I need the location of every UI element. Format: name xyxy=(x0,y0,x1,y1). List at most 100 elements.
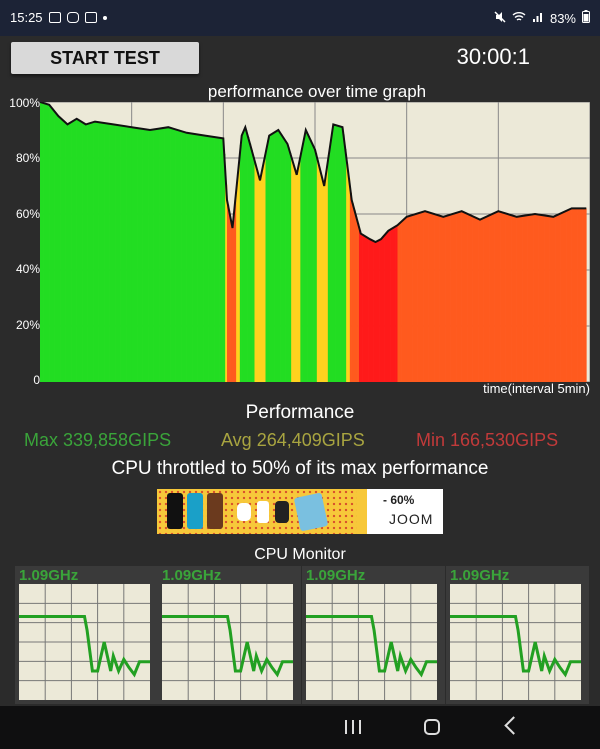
battery-icon xyxy=(582,10,590,26)
performance-bar xyxy=(252,156,255,382)
perf-min: Min 166,530GIPS xyxy=(416,430,559,450)
ad-product-image xyxy=(167,493,183,529)
performance-bar xyxy=(371,240,374,382)
performance-bar xyxy=(386,231,389,382)
performance-bar xyxy=(60,118,63,382)
start-test-button[interactable]: START TEST xyxy=(11,42,199,74)
ad-product-image xyxy=(207,493,223,529)
performance-bar xyxy=(399,222,402,382)
performance-bar xyxy=(547,216,550,382)
performance-bar xyxy=(256,170,259,382)
cpu-core-panel: 1.09GHz xyxy=(446,566,589,704)
performance-bar xyxy=(557,214,560,382)
performance-bar xyxy=(408,215,411,382)
ad-banner[interactable]: - 60% JOOM xyxy=(157,489,443,534)
performance-bar xyxy=(456,212,459,382)
performance-bar xyxy=(164,127,167,382)
ytick-label: 100% xyxy=(9,96,40,110)
performance-bar xyxy=(507,214,510,382)
cpu-core-panel: 1.09GHz xyxy=(158,566,301,704)
performance-bar xyxy=(69,122,72,382)
performance-bar xyxy=(437,215,440,382)
performance-bar xyxy=(65,123,68,382)
performance-bar xyxy=(463,212,466,382)
performance-bar xyxy=(551,216,554,382)
performance-bar xyxy=(555,215,558,382)
performance-bar xyxy=(469,214,472,382)
performance-bar xyxy=(397,224,400,382)
performance-bar xyxy=(324,179,327,382)
performance-bar xyxy=(577,208,580,382)
performance-bar xyxy=(327,155,330,382)
performance-bar xyxy=(305,131,308,382)
performance-bar xyxy=(349,192,352,382)
ad-product-image xyxy=(275,501,289,523)
mute-icon xyxy=(494,10,506,26)
performance-bar xyxy=(476,218,479,382)
cpu-graph xyxy=(162,584,293,700)
performance-bar xyxy=(247,137,250,382)
performance-bar xyxy=(91,122,94,382)
performance-bar xyxy=(329,142,332,382)
performance-bar xyxy=(118,125,121,382)
ytick-label: 80% xyxy=(15,151,40,165)
performance-bar xyxy=(113,124,116,382)
performance-bar xyxy=(511,215,514,382)
cpu-frequency: 1.09GHz xyxy=(306,567,366,584)
performance-chart-svg xyxy=(40,102,590,382)
performance-bar xyxy=(124,126,127,382)
performance-bar xyxy=(331,130,334,382)
cpu-trace-svg xyxy=(162,584,293,700)
ad-product-image xyxy=(187,493,203,529)
performance-bar xyxy=(107,123,110,382)
performance-bar xyxy=(315,153,318,382)
performance-bar xyxy=(348,178,351,382)
performance-bar xyxy=(249,143,252,382)
performance-bar xyxy=(236,181,239,382)
performance-bar xyxy=(417,213,420,382)
performance-bar xyxy=(410,215,413,382)
performance-bar xyxy=(170,128,173,382)
performance-bar xyxy=(467,214,470,382)
performance-bar xyxy=(162,127,165,382)
performance-bar xyxy=(447,215,450,382)
performance-bar xyxy=(520,216,523,382)
performance-bar xyxy=(40,102,43,382)
performance-bar xyxy=(335,125,338,382)
performance-bar xyxy=(425,211,428,382)
performance-bar xyxy=(250,150,253,382)
performance-bar xyxy=(485,216,488,382)
performance-bar xyxy=(140,128,143,382)
performance-bar xyxy=(403,219,406,382)
status-time: 15:25 xyxy=(10,10,43,25)
performance-bar xyxy=(538,214,541,382)
performance-bar xyxy=(522,215,525,382)
performance-bar xyxy=(217,137,220,382)
performance-bar xyxy=(525,215,528,382)
performance-bar xyxy=(502,212,505,382)
performance-bar xyxy=(183,131,186,382)
home-icon[interactable] xyxy=(424,719,440,735)
performance-bar xyxy=(311,143,314,382)
performance-bar xyxy=(430,213,433,382)
performance-bar xyxy=(549,216,552,382)
back-icon[interactable] xyxy=(504,716,523,735)
performance-bar xyxy=(137,128,140,382)
cpu-monitor-title: CPU Monitor xyxy=(254,546,346,563)
performance-bar xyxy=(575,208,578,382)
performance-bar xyxy=(148,129,151,382)
performance-bar xyxy=(89,123,92,382)
performance-bar xyxy=(45,103,48,382)
performance-bar xyxy=(357,223,360,382)
performance-bar xyxy=(441,216,444,382)
recents-icon[interactable] xyxy=(345,720,361,734)
performance-bar xyxy=(95,121,98,382)
performance-bar xyxy=(566,210,569,382)
performance-bar xyxy=(404,217,407,382)
performance-bar xyxy=(546,215,549,382)
performance-bar xyxy=(139,128,142,382)
performance-bar xyxy=(293,165,296,382)
performance-bar xyxy=(126,126,129,382)
performance-bar xyxy=(494,212,497,382)
performance-bar xyxy=(241,133,244,382)
